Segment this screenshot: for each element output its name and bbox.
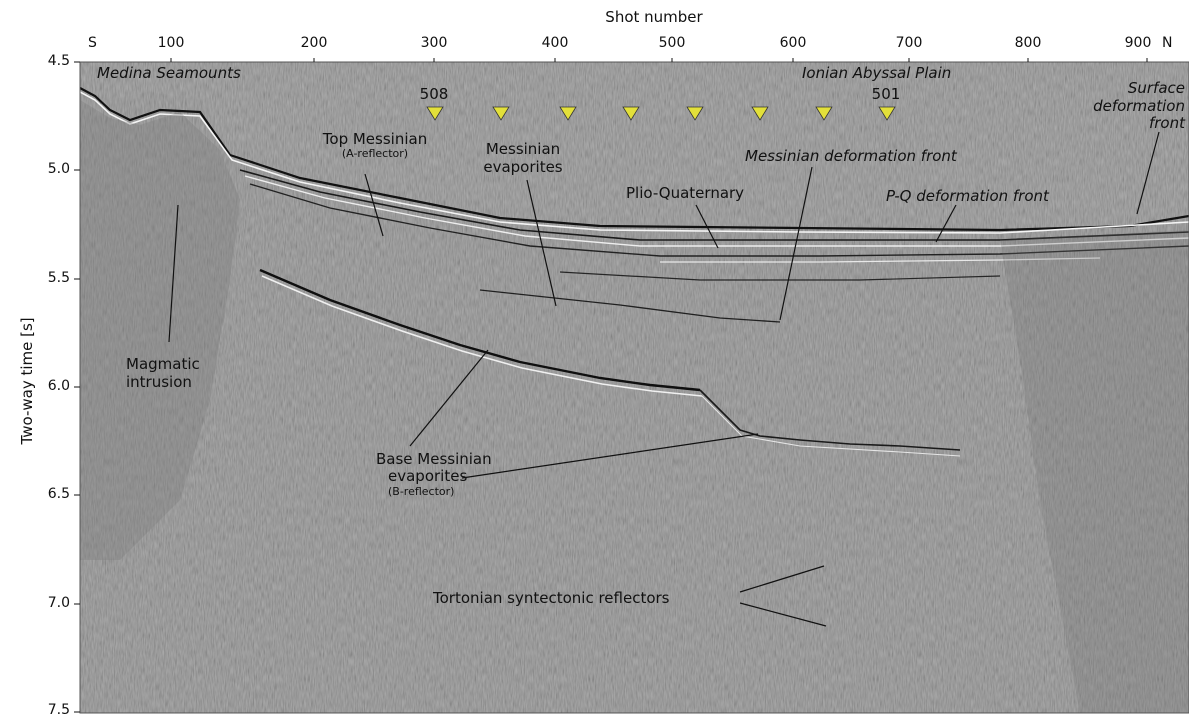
surface-deformation-front-label: Surface deformation front	[1064, 79, 1185, 133]
top-messinian-title: Top Messinian	[322, 130, 428, 148]
base-messinian-reflector	[259, 268, 961, 457]
leader-surface-front	[1136, 131, 1160, 215]
leader-top-messinian	[364, 173, 384, 237]
region-label-left: Medina Seamounts	[97, 64, 241, 82]
leader-base-messinian-1	[409, 349, 489, 447]
site-marker	[559, 106, 577, 121]
magmatic-line: Magmatic	[126, 355, 200, 373]
leader-messinian-evaporites	[526, 179, 557, 307]
y-tick-label: 5.0	[47, 161, 70, 177]
site-marker	[878, 106, 896, 121]
leader-lines	[168, 131, 1160, 627]
y-tick-label: 6.0	[47, 378, 70, 394]
leader-base-messinian-2	[461, 433, 759, 479]
site-marker	[622, 106, 640, 121]
leader-magmatic	[168, 204, 179, 343]
surface-front-line: deformation	[1093, 96, 1185, 115]
x-tick-label: 200	[300, 35, 328, 51]
region-label-right: Ionian Abyssal Plain	[802, 64, 952, 82]
x-tick-label: 700	[895, 35, 923, 51]
magmatic-intrusion-zone	[80, 100, 240, 560]
x-tick-label: 400	[541, 35, 569, 51]
site-label-501: 501	[871, 85, 901, 103]
y-tick-label: 7.5	[47, 702, 70, 718]
x-tick-label: 100	[157, 35, 185, 51]
base-messinian-line: evaporites	[388, 467, 468, 486]
b-reflector-label: (B-reflector)	[388, 484, 455, 498]
site-markers	[426, 106, 896, 121]
magmatic-line: intrusion	[126, 373, 192, 392]
x-tick-label: 600	[779, 35, 807, 51]
leader-messinian-front	[779, 166, 813, 321]
surface-front-line: Surface	[1127, 79, 1185, 97]
leader-tortonian-2	[739, 602, 827, 627]
site-marker	[686, 106, 704, 121]
seismic-reflectors	[80, 62, 1189, 713]
site-marker	[751, 106, 769, 121]
leader-pq-front	[935, 204, 957, 243]
y-tick-label: 4.5	[47, 53, 70, 69]
right-chaotic-zone	[1000, 230, 1189, 713]
site-marker	[815, 106, 833, 121]
tortonian-label: Tortonian syntectonic reflectors	[433, 589, 670, 607]
leader-tortonian-1	[739, 565, 825, 593]
x-axis-title: Shot number	[605, 8, 703, 26]
y-tick-label: 6.5	[47, 486, 70, 502]
x-tick-label: 900	[1124, 35, 1152, 51]
x-axis-end-left: S	[88, 35, 97, 51]
base-messinian-line: Base Messinian	[376, 450, 492, 468]
site-marker	[426, 106, 444, 121]
messinian-evaporites-line: Messinian	[485, 140, 561, 158]
messinian-deformation-front-label: Messinian deformation front	[745, 147, 957, 165]
base-messinian-label: Base Messinian evaporites (B-reflector)	[376, 450, 492, 498]
magmatic-intrusion-label: Magmatic intrusion	[126, 355, 200, 392]
x-tick-label: 300	[420, 35, 448, 51]
site-label-508: 508	[419, 85, 449, 103]
plio-quaternary-reflectors	[80, 87, 1189, 323]
x-axis-ticks	[170, 58, 1148, 62]
site-marker	[492, 106, 510, 121]
y-tick-label: 5.5	[47, 270, 70, 286]
leader-plio-quaternary	[695, 204, 719, 249]
x-axis-end-right: N	[1162, 35, 1173, 51]
y-tick-label: 7.0	[47, 595, 70, 611]
x-tick-label: 500	[658, 35, 686, 51]
y-axis-ticks	[74, 61, 80, 713]
x-tick-label: 800	[1014, 35, 1042, 51]
messinian-evaporites-label: Messinian evaporites	[468, 140, 578, 177]
top-messinian-label: Top Messinian (A-reflector)	[300, 130, 450, 160]
messinian-evaporites-line: evaporites	[483, 158, 563, 177]
plio-quaternary-label: Plio-Quaternary	[626, 184, 745, 202]
pq-deformation-front-label: P-Q deformation front	[886, 187, 1049, 205]
a-reflector-label: (A-reflector)	[341, 146, 409, 160]
surface-front-line: front	[1148, 114, 1185, 133]
